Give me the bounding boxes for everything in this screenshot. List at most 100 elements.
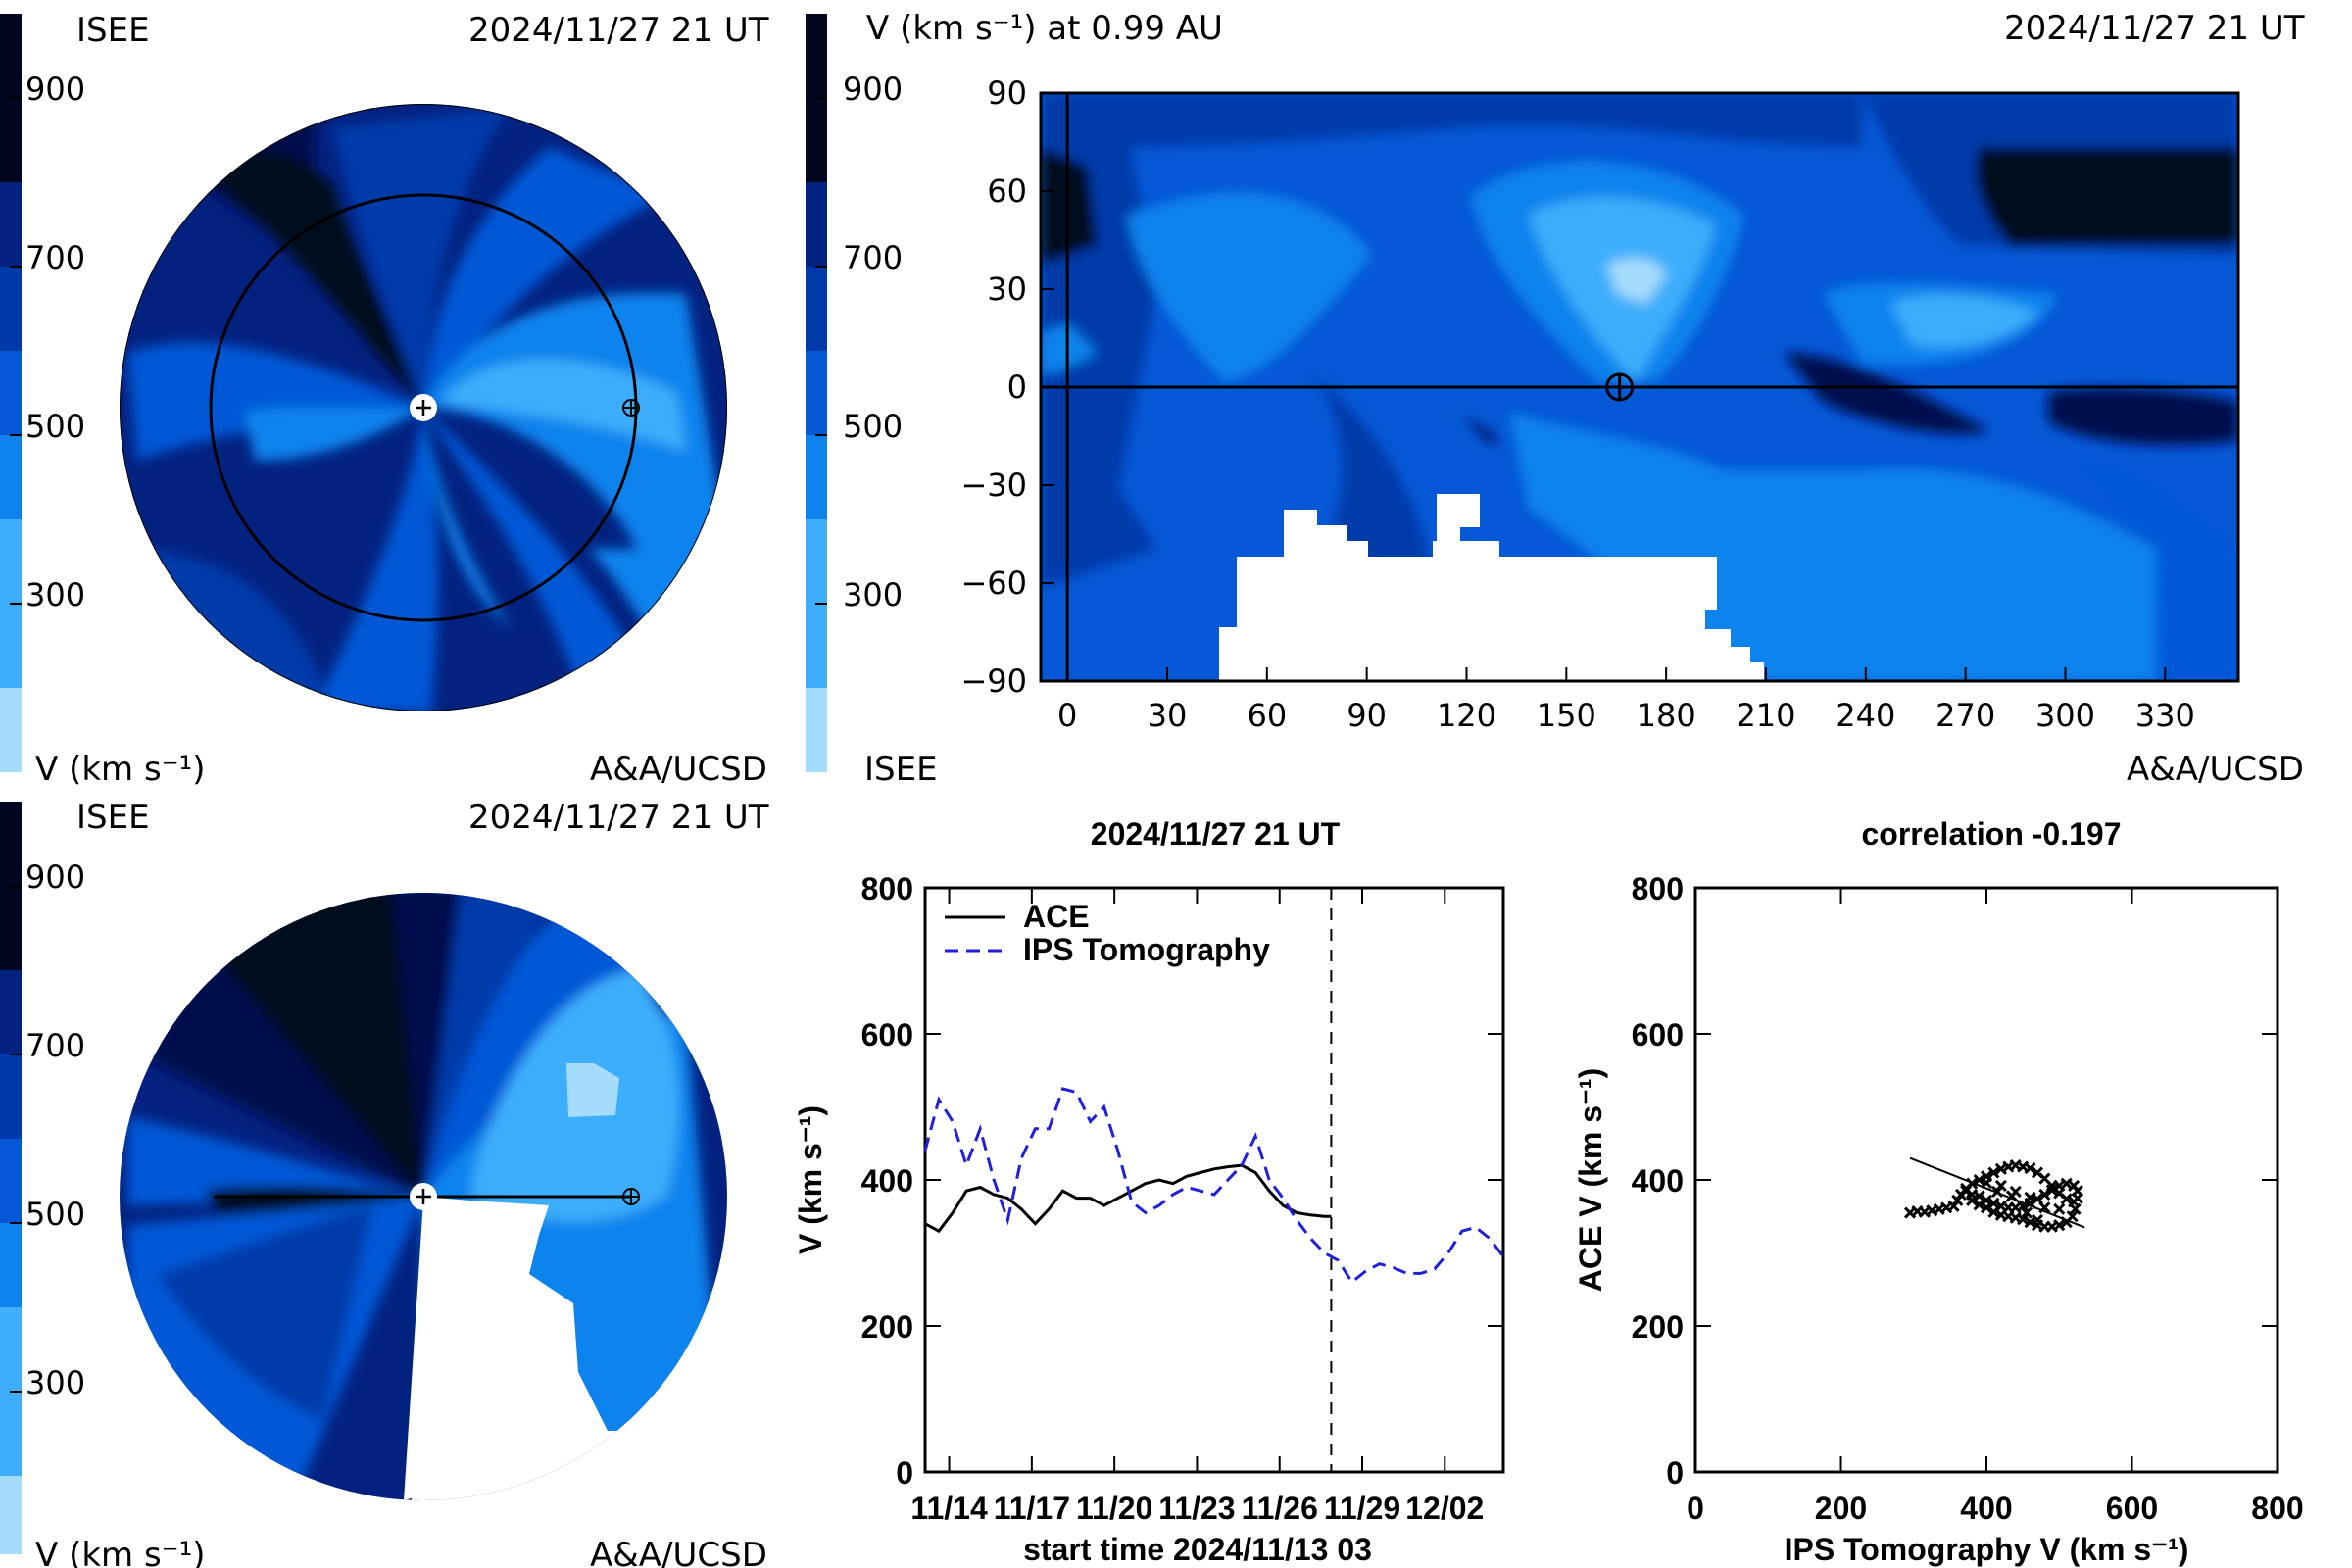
- scatter-point: [2031, 1213, 2044, 1227]
- timeseries-legend: ACE IPS Tomography: [945, 899, 1270, 967]
- colorbar-title: V (km s⁻¹): [35, 750, 206, 789]
- ts-x-tick-label: 12/02: [1405, 1491, 1484, 1526]
- synoptic-map-panel: 900 700 500 300 V (km s⁻¹) at 0.99 AU 20…: [806, 9, 2305, 789]
- cbar-band: [0, 267, 22, 351]
- cbar-band: [0, 351, 22, 435]
- map-y-tick-label: 90: [987, 74, 1027, 112]
- map-x-tick-label: 300: [2035, 697, 2095, 734]
- scatter-frame: [1693, 886, 2279, 1474]
- map-title: V (km s⁻¹) at 0.99 AU: [866, 9, 1223, 48]
- sc-x-tick-label: 400: [1960, 1491, 2012, 1526]
- earth-icon: [622, 399, 640, 416]
- timeseries-xlabel: start time 2024/11/13 03: [1023, 1532, 1372, 1567]
- cbar-tick-label: 500: [25, 408, 85, 445]
- scatter-point: [2060, 1193, 2073, 1205]
- scatter-title: correlation -0.197: [1862, 816, 2122, 852]
- map-x-tick-label: 270: [1936, 697, 1995, 734]
- map-y-tick-label: −90: [960, 662, 1027, 700]
- scatter-point: [2069, 1202, 2082, 1215]
- ecliptic-panel: 900 700 500 300 ISEE 2024/11/27 21 UT V …: [0, 11, 769, 789]
- scatter-point: [2024, 1162, 2036, 1175]
- cbar-band: [0, 1139, 22, 1223]
- cbar-band: [806, 435, 827, 519]
- map-y-tick-label: 60: [987, 172, 1027, 210]
- sc-x-tick-label: 800: [2251, 1491, 2303, 1526]
- ts-x-tick-label: 11/26: [1242, 1491, 1318, 1526]
- sc-x-tick-label: 200: [1815, 1491, 1867, 1526]
- cbar-tick-label: 700: [843, 239, 903, 276]
- ts-x-tick-label: 11/14: [910, 1491, 988, 1526]
- cbar-tick-label: 700: [25, 239, 85, 276]
- timeseries-ticks: 800 600 400 200 011/14 11/17 11/20 11/23 11/26 11…: [861, 871, 1503, 1526]
- cbar-band: [806, 267, 827, 351]
- sc-y-tick-label: 0: [1666, 1455, 1684, 1491]
- scatter-point: [1987, 1205, 2000, 1218]
- sun-icon: [410, 394, 437, 421]
- ips-series-line: [923, 1087, 1505, 1285]
- scatter-panel: correlation -0.197 800 600 400 200 00 200 400 6…: [1573, 816, 2304, 1567]
- scatter-point: [1987, 1166, 2000, 1179]
- earth-icon: [622, 1188, 640, 1205]
- legend-label-ace: ACE: [1023, 899, 1090, 934]
- ecliptic-colorbar: 900 700 500 300: [0, 14, 85, 772]
- scatter-point: [1951, 1194, 1964, 1206]
- scatter-point: [2017, 1213, 2030, 1226]
- ts-y-tick-label: 200: [861, 1309, 913, 1345]
- org-label: ISEE: [76, 11, 150, 50]
- map-y-tick-label: −30: [960, 466, 1027, 504]
- scatter-point: [2053, 1179, 2066, 1193]
- meridional-panel: 900 700 500 300 ISEE 2024/11/27 21 UT V …: [0, 798, 769, 1568]
- org-label: ISEE: [864, 750, 938, 789]
- scatter-xlabel: IPS Tomography V (km s⁻¹): [1785, 1532, 2189, 1567]
- scatter-point: [1973, 1199, 1985, 1211]
- timestamp-label: 2024/11/27 21 UT: [468, 798, 769, 837]
- ts-y-tick-label: 0: [896, 1455, 913, 1491]
- cbar-tick-label: 900: [843, 71, 903, 108]
- meridional-colorbar: 900 700 500 300: [0, 802, 85, 1554]
- credit-label: A&A/UCSD: [2127, 750, 2304, 789]
- cbar-tick-label: 300: [25, 576, 85, 613]
- map-x-tick-label: 330: [2135, 697, 2195, 734]
- ts-y-tick-label: 600: [861, 1017, 913, 1053]
- ts-x-tick-label: 11/29: [1324, 1491, 1400, 1526]
- map-x-tick-label: 30: [1148, 697, 1188, 734]
- map-y-tick-label: −60: [960, 564, 1027, 602]
- ts-y-tick-label: 800: [861, 871, 913, 906]
- map-x-tick-label: 60: [1247, 697, 1287, 734]
- scatter-point: [2066, 1210, 2079, 1223]
- map-x-tick-label: 120: [1437, 697, 1496, 734]
- sun-icon: [410, 1183, 437, 1210]
- timestamp-label: 2024/11/27 21 UT: [468, 11, 769, 50]
- cbar-band: [0, 182, 22, 267]
- cbar-tick-label: 900: [25, 71, 85, 108]
- cbar-band: [0, 688, 22, 772]
- cbar-band: [0, 1054, 22, 1139]
- colorbar-title: V (km s⁻¹): [35, 1536, 206, 1568]
- scatter-point: [2038, 1188, 2051, 1200]
- map-x-tick-label: 210: [1736, 697, 1795, 734]
- cbar-tick-label: 300: [25, 1364, 85, 1401]
- scatter-point: [1980, 1201, 1993, 1214]
- scatter-points: [1903, 1159, 2083, 1233]
- sc-y-tick-label: 200: [1632, 1309, 1684, 1345]
- map-y-ticks: 90 60 30 0 −30 −60 −90: [960, 74, 1054, 700]
- scatter-point: [1994, 1179, 2007, 1193]
- ts-y-tick-label: 400: [861, 1163, 913, 1199]
- scatter-point: [2045, 1184, 2058, 1197]
- cbar-band: [0, 970, 22, 1054]
- scatter-point: [2053, 1219, 2066, 1232]
- map-x-ticks: 0 30 60 90 120 150 180 210 240 270 300 330: [1057, 667, 2195, 734]
- earth-icon: [1605, 372, 1635, 402]
- cbar-band: [806, 688, 827, 772]
- map-x-tick-label: 90: [1347, 697, 1387, 734]
- map-x-tick-label: 150: [1537, 697, 1596, 734]
- map-y-tick-label: 0: [1007, 368, 1027, 406]
- ts-x-tick-label: 11/20: [1076, 1491, 1152, 1526]
- scatter-point: [2024, 1191, 2036, 1203]
- scatter-point: [1947, 1200, 1960, 1212]
- cbar-band: [0, 1476, 22, 1554]
- credit-label: A&A/UCSD: [590, 750, 767, 789]
- cbar-band: [806, 351, 827, 435]
- map-x-tick-label: 240: [1836, 697, 1895, 734]
